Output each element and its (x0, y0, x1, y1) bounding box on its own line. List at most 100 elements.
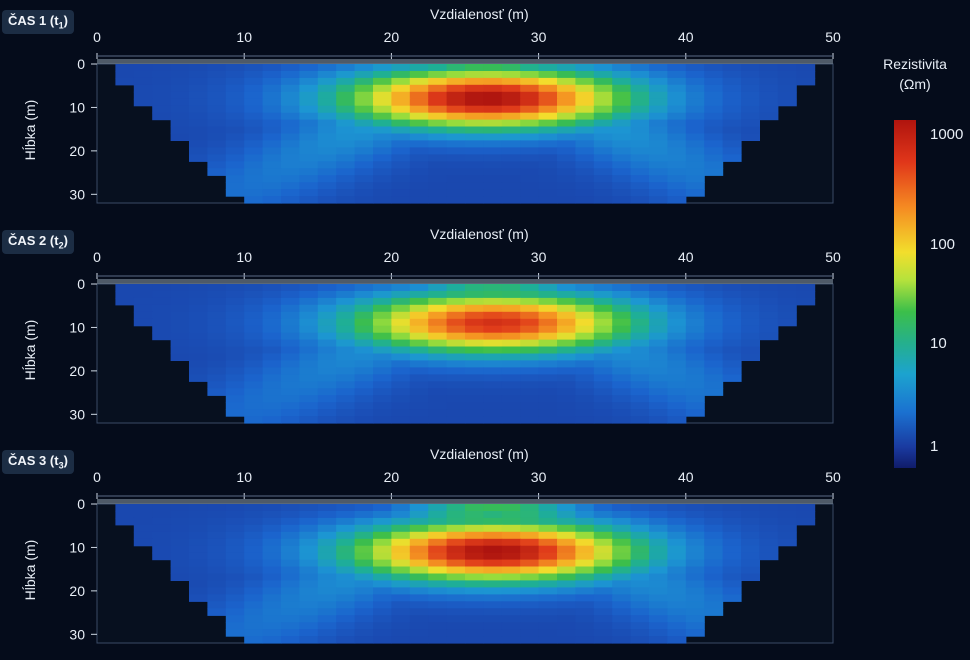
heatmap-cell (317, 353, 337, 361)
heatmap-cell (667, 587, 687, 595)
heatmap-cell (373, 196, 392, 204)
x-tick-label: 10 (236, 249, 252, 265)
heatmap-cell (612, 126, 632, 135)
heatmap-cell (189, 84, 208, 93)
heatmap-cell (667, 580, 687, 588)
heatmap-cell (446, 580, 466, 588)
heatmap-cell (225, 112, 245, 121)
heatmap-cell (557, 587, 576, 595)
heatmap-cell (281, 360, 300, 368)
heatmap-cell (317, 133, 337, 141)
heatmap-cell (281, 402, 300, 410)
heatmap-cell (373, 573, 392, 581)
heatmap-cell (557, 573, 576, 581)
heatmap-cell (649, 511, 668, 519)
heatmap-cell (409, 360, 429, 368)
heatmap-cell (777, 524, 797, 533)
heatmap-cell (538, 353, 558, 361)
heatmap-cell (299, 511, 319, 519)
heatmap-cell (667, 112, 687, 121)
heatmap-cell (593, 409, 613, 417)
heatmap-cell (557, 182, 576, 190)
heatmap-cell (354, 566, 374, 575)
heatmap-cell (299, 91, 319, 100)
heatmap-cell (593, 346, 613, 355)
heatmap-cell (207, 297, 227, 306)
heatmap-cell (465, 580, 484, 588)
heatmap-cell (317, 126, 337, 135)
heatmap-cell (612, 580, 632, 588)
heatmap-cell (262, 196, 282, 204)
heatmap-cell (262, 594, 282, 602)
heatmap-cell (409, 126, 429, 135)
heatmap-cell (704, 601, 724, 609)
heatmap-cell (501, 91, 521, 100)
heatmap-cell (759, 318, 779, 327)
heatmap-cell (115, 71, 135, 79)
heatmap-cell (409, 374, 429, 382)
heatmap-cell (593, 311, 613, 320)
heatmap-cell (612, 416, 632, 424)
y-tick-label: 10 (69, 99, 85, 115)
heatmap-cell (409, 538, 429, 547)
heatmap-cell (207, 517, 227, 526)
heatmap-cell (612, 105, 632, 114)
heatmap-cell (428, 360, 448, 368)
heatmap-cell (354, 175, 374, 183)
heatmap-cell (575, 297, 595, 306)
heatmap-cell (446, 71, 466, 79)
heatmap-cell (391, 594, 411, 602)
heatmap-cell (777, 297, 797, 306)
heatmap-cell (391, 608, 411, 616)
heatmap-cell (373, 291, 392, 299)
heatmap-cell (428, 381, 448, 389)
heatmap-cell (796, 71, 816, 79)
heatmap-cell (446, 182, 466, 190)
heatmap-cell (391, 573, 411, 581)
heatmap-cell (557, 545, 576, 554)
heatmap-cell (409, 119, 429, 128)
heatmap-cell (373, 601, 392, 609)
heatmap-cell (373, 388, 392, 396)
heatmap-cell (704, 105, 724, 114)
heatmap-cell (446, 409, 466, 417)
heatmap-cell (262, 133, 282, 141)
heatmap-cell (409, 346, 429, 355)
heatmap-cell (133, 284, 153, 292)
heatmap-cell (446, 545, 466, 554)
heatmap-cell (777, 84, 797, 93)
heatmap-cell (483, 84, 503, 93)
heatmap-cell (409, 395, 429, 403)
heatmap-cell (281, 587, 300, 595)
heatmap-cell (317, 98, 337, 107)
heatmap-cell (409, 147, 429, 155)
heatmap-cell (299, 196, 319, 204)
heatmap-cell (741, 517, 760, 526)
heatmap-cell (667, 119, 687, 128)
heatmap-cell (281, 552, 300, 561)
heatmap-cell (685, 64, 705, 72)
heatmap-cell (483, 388, 503, 396)
heatmap-cell (317, 147, 337, 155)
heatmap-cell (336, 573, 356, 581)
heatmap-cell (373, 189, 392, 197)
heatmap-cell (446, 559, 466, 568)
heatmap-cell (262, 126, 282, 135)
heatmap-cell (281, 367, 300, 375)
heatmap-cell (299, 284, 319, 292)
heatmap-cell (244, 360, 264, 368)
heatmap-cell (317, 346, 337, 355)
heatmap-cell (373, 409, 392, 417)
heatmap-cell (244, 98, 264, 107)
heatmap-cell (759, 71, 779, 79)
heatmap-cell (281, 531, 300, 540)
heatmap-cell (722, 504, 742, 512)
heatmap-cell (741, 304, 760, 313)
heatmap-cell (741, 77, 760, 86)
heatmap-cell (262, 140, 282, 148)
heatmap-cell (262, 318, 282, 327)
heatmap-cell (722, 367, 742, 375)
heatmap-cell (354, 133, 374, 141)
heatmap-cell (428, 168, 448, 176)
heatmap-cell (281, 318, 300, 327)
